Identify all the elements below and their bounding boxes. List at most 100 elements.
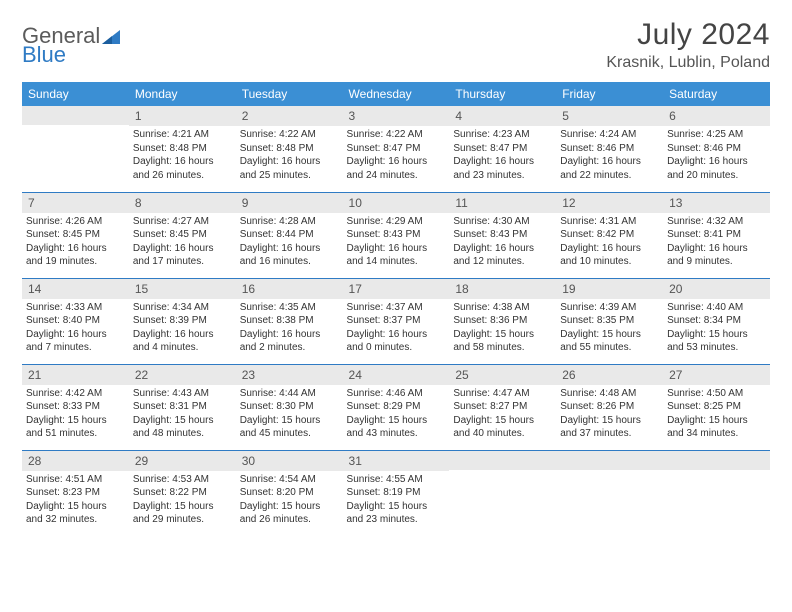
sunrise-text: Sunrise: 4:30 AM — [453, 215, 552, 229]
sunrise-text: Sunrise: 4:44 AM — [240, 387, 339, 401]
sunset-text: Sunset: 8:29 PM — [347, 400, 446, 414]
day-details: Sunrise: 4:51 AMSunset: 8:23 PMDaylight:… — [22, 471, 129, 531]
calendar-day-cell: 24Sunrise: 4:46 AMSunset: 8:29 PMDayligh… — [343, 364, 450, 450]
day-number: 26 — [556, 365, 663, 385]
day-details: Sunrise: 4:34 AMSunset: 8:39 PMDaylight:… — [129, 299, 236, 359]
day-number: 8 — [129, 193, 236, 213]
sunset-text: Sunset: 8:45 PM — [26, 228, 125, 242]
sunrise-text: Sunrise: 4:43 AM — [133, 387, 232, 401]
day-details: Sunrise: 4:25 AMSunset: 8:46 PMDaylight:… — [663, 126, 770, 186]
sunset-text: Sunset: 8:37 PM — [347, 314, 446, 328]
day-details: Sunrise: 4:24 AMSunset: 8:46 PMDaylight:… — [556, 126, 663, 186]
calendar-week-row: 14Sunrise: 4:33 AMSunset: 8:40 PMDayligh… — [22, 278, 770, 364]
sunrise-text: Sunrise: 4:32 AM — [667, 215, 766, 229]
day-number — [22, 106, 129, 125]
daylight-text: Daylight: 16 hours and 7 minutes. — [26, 328, 125, 355]
daylight-text: Daylight: 16 hours and 16 minutes. — [240, 242, 339, 269]
sunset-text: Sunset: 8:20 PM — [240, 486, 339, 500]
sunrise-text: Sunrise: 4:29 AM — [347, 215, 446, 229]
day-number: 3 — [343, 106, 450, 126]
day-details: Sunrise: 4:55 AMSunset: 8:19 PMDaylight:… — [343, 471, 450, 531]
sunrise-text: Sunrise: 4:35 AM — [240, 301, 339, 315]
calendar-day-cell: 16Sunrise: 4:35 AMSunset: 8:38 PMDayligh… — [236, 278, 343, 364]
sunset-text: Sunset: 8:27 PM — [453, 400, 552, 414]
sunrise-text: Sunrise: 4:23 AM — [453, 128, 552, 142]
daylight-text: Daylight: 16 hours and 2 minutes. — [240, 328, 339, 355]
sunrise-text: Sunrise: 4:39 AM — [560, 301, 659, 315]
day-details: Sunrise: 4:39 AMSunset: 8:35 PMDaylight:… — [556, 299, 663, 359]
calendar-day-cell — [663, 450, 770, 536]
calendar-day-cell: 17Sunrise: 4:37 AMSunset: 8:37 PMDayligh… — [343, 278, 450, 364]
calendar-day-cell: 9Sunrise: 4:28 AMSunset: 8:44 PMDaylight… — [236, 192, 343, 278]
day-number: 21 — [22, 365, 129, 385]
daylight-text: Daylight: 16 hours and 9 minutes. — [667, 242, 766, 269]
daylight-text: Daylight: 16 hours and 0 minutes. — [347, 328, 446, 355]
day-details: Sunrise: 4:50 AMSunset: 8:25 PMDaylight:… — [663, 385, 770, 445]
day-details: Sunrise: 4:42 AMSunset: 8:33 PMDaylight:… — [22, 385, 129, 445]
day-details: Sunrise: 4:40 AMSunset: 8:34 PMDaylight:… — [663, 299, 770, 359]
calendar-day-cell — [556, 450, 663, 536]
calendar-day-cell: 28Sunrise: 4:51 AMSunset: 8:23 PMDayligh… — [22, 450, 129, 536]
sunset-text: Sunset: 8:48 PM — [133, 142, 232, 156]
day-details: Sunrise: 4:22 AMSunset: 8:47 PMDaylight:… — [343, 126, 450, 186]
day-details: Sunrise: 4:33 AMSunset: 8:40 PMDaylight:… — [22, 299, 129, 359]
logo: GeneralBlue — [22, 18, 122, 66]
calendar-day-cell: 27Sunrise: 4:50 AMSunset: 8:25 PMDayligh… — [663, 364, 770, 450]
sunset-text: Sunset: 8:22 PM — [133, 486, 232, 500]
day-number — [663, 451, 770, 470]
sunrise-text: Sunrise: 4:25 AM — [667, 128, 766, 142]
day-details: Sunrise: 4:38 AMSunset: 8:36 PMDaylight:… — [449, 299, 556, 359]
sunset-text: Sunset: 8:44 PM — [240, 228, 339, 242]
day-number: 23 — [236, 365, 343, 385]
day-number: 31 — [343, 451, 450, 471]
sunset-text: Sunset: 8:42 PM — [560, 228, 659, 242]
title-block: July 2024 Krasnik, Lublin, Poland — [606, 18, 770, 72]
day-number: 10 — [343, 193, 450, 213]
day-number — [449, 451, 556, 470]
sunrise-text: Sunrise: 4:51 AM — [26, 473, 125, 487]
sunrise-text: Sunrise: 4:42 AM — [26, 387, 125, 401]
calendar-day-cell — [22, 106, 129, 192]
day-details: Sunrise: 4:44 AMSunset: 8:30 PMDaylight:… — [236, 385, 343, 445]
daylight-text: Daylight: 15 hours and 48 minutes. — [133, 414, 232, 441]
sunset-text: Sunset: 8:25 PM — [667, 400, 766, 414]
sunrise-text: Sunrise: 4:50 AM — [667, 387, 766, 401]
calendar-table: Sunday Monday Tuesday Wednesday Thursday… — [22, 82, 770, 536]
sunrise-text: Sunrise: 4:38 AM — [453, 301, 552, 315]
sunrise-text: Sunrise: 4:31 AM — [560, 215, 659, 229]
sunrise-text: Sunrise: 4:47 AM — [453, 387, 552, 401]
calendar-day-cell: 2Sunrise: 4:22 AMSunset: 8:48 PMDaylight… — [236, 106, 343, 192]
daylight-text: Daylight: 16 hours and 22 minutes. — [560, 155, 659, 182]
day-details: Sunrise: 4:26 AMSunset: 8:45 PMDaylight:… — [22, 213, 129, 273]
calendar-day-cell: 31Sunrise: 4:55 AMSunset: 8:19 PMDayligh… — [343, 450, 450, 536]
daylight-text: Daylight: 16 hours and 26 minutes. — [133, 155, 232, 182]
sunset-text: Sunset: 8:46 PM — [560, 142, 659, 156]
sunset-text: Sunset: 8:31 PM — [133, 400, 232, 414]
weekday-header-row: Sunday Monday Tuesday Wednesday Thursday… — [22, 82, 770, 106]
day-number: 4 — [449, 106, 556, 126]
location: Krasnik, Lublin, Poland — [606, 54, 770, 72]
calendar-day-cell: 1Sunrise: 4:21 AMSunset: 8:48 PMDaylight… — [129, 106, 236, 192]
daylight-text: Daylight: 15 hours and 26 minutes. — [240, 500, 339, 527]
day-number: 17 — [343, 279, 450, 299]
sunset-text: Sunset: 8:47 PM — [347, 142, 446, 156]
day-details: Sunrise: 4:43 AMSunset: 8:31 PMDaylight:… — [129, 385, 236, 445]
day-details: Sunrise: 4:53 AMSunset: 8:22 PMDaylight:… — [129, 471, 236, 531]
daylight-text: Daylight: 15 hours and 58 minutes. — [453, 328, 552, 355]
sunset-text: Sunset: 8:19 PM — [347, 486, 446, 500]
daylight-text: Daylight: 16 hours and 24 minutes. — [347, 155, 446, 182]
calendar-day-cell: 18Sunrise: 4:38 AMSunset: 8:36 PMDayligh… — [449, 278, 556, 364]
daylight-text: Daylight: 16 hours and 25 minutes. — [240, 155, 339, 182]
day-number: 6 — [663, 106, 770, 126]
header: GeneralBlue July 2024 Krasnik, Lublin, P… — [22, 18, 770, 72]
day-details: Sunrise: 4:29 AMSunset: 8:43 PMDaylight:… — [343, 213, 450, 273]
day-details: Sunrise: 4:48 AMSunset: 8:26 PMDaylight:… — [556, 385, 663, 445]
calendar-week-row: 21Sunrise: 4:42 AMSunset: 8:33 PMDayligh… — [22, 364, 770, 450]
sunrise-text: Sunrise: 4:22 AM — [347, 128, 446, 142]
daylight-text: Daylight: 16 hours and 17 minutes. — [133, 242, 232, 269]
sunset-text: Sunset: 8:43 PM — [453, 228, 552, 242]
day-number: 18 — [449, 279, 556, 299]
sunset-text: Sunset: 8:39 PM — [133, 314, 232, 328]
sunset-text: Sunset: 8:35 PM — [560, 314, 659, 328]
day-details: Sunrise: 4:46 AMSunset: 8:29 PMDaylight:… — [343, 385, 450, 445]
